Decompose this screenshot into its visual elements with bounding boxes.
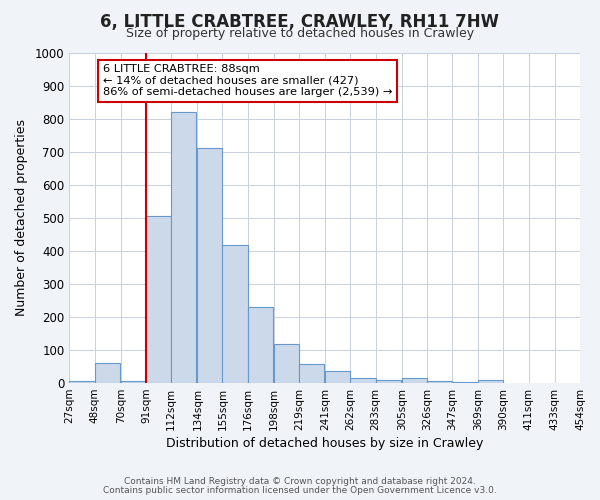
Bar bbox=[452, 382, 477, 383]
Text: Size of property relative to detached houses in Crawley: Size of property relative to detached ho… bbox=[126, 28, 474, 40]
Bar bbox=[121, 382, 146, 383]
Text: 6 LITTLE CRABTREE: 88sqm
← 14% of detached houses are smaller (427)
86% of semi-: 6 LITTLE CRABTREE: 88sqm ← 14% of detach… bbox=[103, 64, 392, 98]
Bar bbox=[478, 380, 503, 383]
Bar bbox=[325, 372, 350, 383]
Bar bbox=[70, 382, 95, 383]
Text: 6, LITTLE CRABTREE, CRAWLEY, RH11 7HW: 6, LITTLE CRABTREE, CRAWLEY, RH11 7HW bbox=[101, 12, 499, 30]
Bar bbox=[197, 148, 223, 383]
Bar bbox=[274, 344, 299, 383]
Bar bbox=[146, 216, 171, 383]
Bar bbox=[350, 378, 376, 383]
Y-axis label: Number of detached properties: Number of detached properties bbox=[15, 120, 28, 316]
Bar bbox=[171, 112, 196, 383]
Bar bbox=[248, 307, 273, 383]
Bar bbox=[427, 381, 452, 383]
Bar bbox=[223, 245, 248, 383]
Bar bbox=[299, 364, 324, 383]
Bar bbox=[402, 378, 427, 383]
X-axis label: Distribution of detached houses by size in Crawley: Distribution of detached houses by size … bbox=[166, 437, 484, 450]
Bar bbox=[95, 363, 119, 383]
Text: Contains HM Land Registry data © Crown copyright and database right 2024.: Contains HM Land Registry data © Crown c… bbox=[124, 477, 476, 486]
Bar bbox=[376, 380, 401, 383]
Text: Contains public sector information licensed under the Open Government Licence v3: Contains public sector information licen… bbox=[103, 486, 497, 495]
